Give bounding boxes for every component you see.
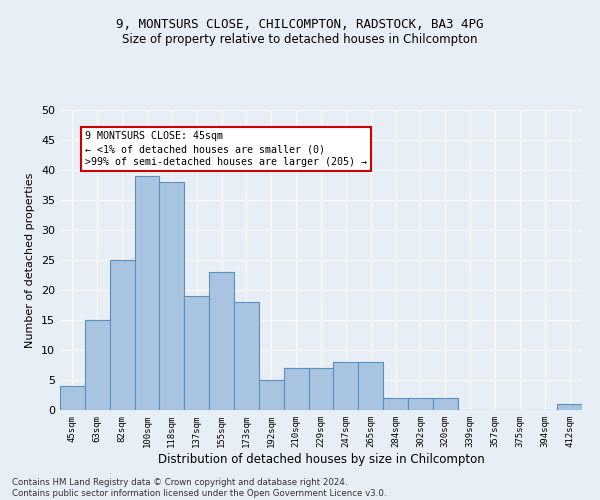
Text: Contains HM Land Registry data © Crown copyright and database right 2024.
Contai: Contains HM Land Registry data © Crown c… <box>12 478 386 498</box>
Bar <box>234 302 259 410</box>
Bar <box>308 368 334 410</box>
Text: 9, MONTSURS CLOSE, CHILCOMPTON, RADSTOCK, BA3 4PG: 9, MONTSURS CLOSE, CHILCOMPTON, RADSTOCK… <box>116 18 484 30</box>
Text: 9 MONTSURS CLOSE: 45sqm
← <1% of detached houses are smaller (0)
>99% of semi-de: 9 MONTSURS CLOSE: 45sqm ← <1% of detache… <box>85 131 367 168</box>
Text: Size of property relative to detached houses in Chilcompton: Size of property relative to detached ho… <box>122 32 478 46</box>
Bar <box>383 398 408 410</box>
Bar <box>557 404 582 410</box>
Bar <box>358 362 383 410</box>
Bar <box>408 398 433 410</box>
Bar <box>160 182 184 410</box>
Bar <box>85 320 110 410</box>
Bar <box>60 386 85 410</box>
Bar <box>259 380 284 410</box>
X-axis label: Distribution of detached houses by size in Chilcompton: Distribution of detached houses by size … <box>158 452 484 466</box>
Bar <box>334 362 358 410</box>
Bar <box>433 398 458 410</box>
Bar <box>184 296 209 410</box>
Bar <box>209 272 234 410</box>
Bar <box>134 176 160 410</box>
Bar <box>284 368 308 410</box>
Y-axis label: Number of detached properties: Number of detached properties <box>25 172 35 348</box>
Bar <box>110 260 134 410</box>
